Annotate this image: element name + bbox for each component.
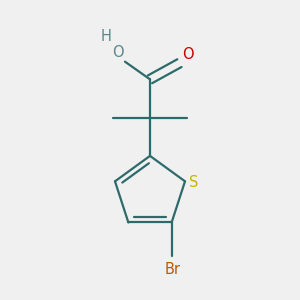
Text: O: O [182, 47, 194, 62]
Text: O: O [112, 45, 124, 60]
Text: Br: Br [165, 262, 181, 277]
Text: H: H [101, 29, 112, 44]
Text: S: S [188, 175, 198, 190]
